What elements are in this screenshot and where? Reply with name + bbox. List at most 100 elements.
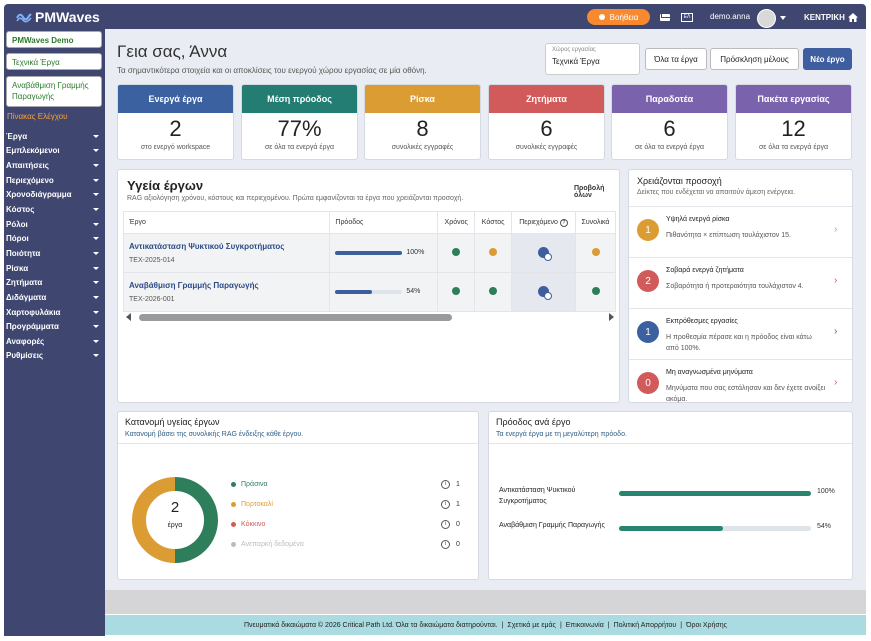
col-progress[interactable]: Πρόοδος <box>329 211 439 234</box>
sidebar-item[interactable]: Απαιτήσεις <box>6 158 102 173</box>
scroll-right-icon[interactable] <box>609 313 614 321</box>
sidebar-item[interactable]: Ποιότητα <box>6 246 102 261</box>
home-icon <box>847 13 858 22</box>
sidebar-item[interactable]: Περιεχόμενο <box>6 173 102 188</box>
kpi-title: Παραδοτέα <box>612 85 727 113</box>
sidebar-item[interactable]: Χρονοδιάγραμμα <box>6 188 102 203</box>
progress-project-name: Αντικατάσταση Ψυκτικού Συγκροτήματος <box>499 487 576 505</box>
attention-item-desc: Μηνύματα που σας εστάλησαν και δεν έχετε… <box>666 385 826 403</box>
kpi-card[interactable]: Ενεργά έργα 2 στο ενεργό workspace <box>117 84 234 160</box>
chevron-down-icon <box>93 149 99 153</box>
scroll-left-icon[interactable] <box>126 313 131 321</box>
sidebar-item[interactable]: Ζητήματα <box>6 275 102 290</box>
sidebar-item[interactable]: Εμπλεκόμενοι <box>6 144 102 159</box>
sidebar-item[interactable]: Πόροι <box>6 231 102 246</box>
kpi-title: Μέση πρόοδος <box>242 85 357 113</box>
attention-item-title: Μη αναγνωσμένα μηνύματα <box>666 369 753 376</box>
col-scope[interactable]: Περιεχόμενο ? <box>511 211 576 234</box>
attention-item-desc: Σοβαρότητα ή προτεραιότητα τουλάχιστον 4… <box>666 283 804 290</box>
table-row[interactable]: Αντικατάσταση Ψυκτικού Συγκροτήματος TEX-… <box>122 233 616 273</box>
kpi-title: Ενεργά έργα <box>118 85 233 113</box>
view-all-link[interactable]: Προβολή όλων <box>574 185 605 199</box>
sidebar-item[interactable]: Διδάγματα <box>6 290 102 305</box>
kpi-subtitle: συνολικές εγγραφές <box>515 144 578 151</box>
chevron-down-icon[interactable] <box>780 16 786 20</box>
col-cost[interactable]: Κόστος <box>474 211 513 234</box>
chevron-right-icon[interactable]: › <box>834 275 838 286</box>
footer-link-privacy[interactable]: Πολιτική Απορρήτου <box>613 621 677 629</box>
new-project-button[interactable]: Νέο έργο <box>803 48 852 70</box>
attention-count: 2 <box>637 270 659 292</box>
sidebar-workspace-button[interactable]: Τεχνικά Έργα <box>6 53 102 70</box>
sidebar-org-button[interactable]: PMWaves Demo <box>6 31 102 48</box>
kpi-card[interactable]: Παραδοτέα 6 σε όλα τα ενεργά έργα <box>611 84 728 160</box>
sidebar-project-button[interactable]: Αναβάθμιση Γραμμής Παραγωγής <box>6 76 102 107</box>
kpi-card[interactable]: Πακέτα εργασίας 12 σε όλα τα ενεργά έργα <box>735 84 852 160</box>
attention-count: 1 <box>637 219 659 241</box>
invite-member-button[interactable]: Πρόσκληση μέλους <box>710 48 799 70</box>
chevron-down-icon <box>93 251 99 255</box>
legend-label: Ανεπαρκή δεδομένα <box>241 541 304 548</box>
workspace-select[interactable]: Χώρος εργασίας Τεχνικά Έργα <box>545 43 640 75</box>
horizontal-scrollbar[interactable] <box>123 312 616 321</box>
attention-item[interactable]: 0 Μη αναγνωσμένα μηνύματα Μηνύματα που σας… <box>629 359 852 408</box>
footer-link-about[interactable]: Σχετικά με εμάς <box>507 621 556 629</box>
attention-item-title: Σοβαρά ενεργά ζητήματα <box>666 267 744 274</box>
sidebar-item-label: Απαιτήσεις <box>6 161 49 171</box>
sidebar-dashboard-link[interactable]: Πίνακας Ελέγχου <box>7 112 68 121</box>
sidebar-item[interactable]: Χαρτοφυλάκια <box>6 305 102 320</box>
info-icon[interactable]: i <box>441 500 450 509</box>
col-overall[interactable]: Συνολικά <box>575 211 616 234</box>
attention-item-title: Υψηλά ενεργά ρίσκα <box>666 216 730 223</box>
col-time[interactable]: Χρόνος <box>437 211 476 234</box>
progress-title: Πρόοδος ανά έργο <box>496 417 571 427</box>
info-icon[interactable]: ? <box>559 218 568 227</box>
user-name[interactable]: demo.anna <box>710 12 751 21</box>
sidebar-item[interactable]: Προγράμματα <box>6 319 102 334</box>
kpi-title: Πακέτα εργασίας <box>736 85 851 113</box>
col-project[interactable]: Έργο <box>122 211 331 234</box>
attention-item[interactable]: 1 Εκπρόθεσμες εργασίες Η προθεσμία πέρασε … <box>629 308 852 357</box>
footer-link-terms[interactable]: Όροι Χρήσης <box>686 621 728 629</box>
project-name-link[interactable]: Αναβάθμιση Γραμμής Παραγωγής <box>129 281 259 290</box>
avatar[interactable] <box>757 9 776 28</box>
scrollbar-thumb[interactable] <box>139 314 452 321</box>
info-icon[interactable]: i <box>441 540 450 549</box>
footer-link-contact[interactable]: Επικοινωνία <box>565 621 604 629</box>
chevron-right-icon[interactable]: › <box>834 224 838 235</box>
overall-status-dot <box>591 287 600 295</box>
home-link[interactable]: ΚΕΝΤΡΙΚΗ <box>804 13 858 22</box>
sidebar-item[interactable]: Αναφορές <box>6 334 102 349</box>
sidebar-item[interactable]: Ρυθμίσεις <box>6 349 102 364</box>
language-icon[interactable]: ΕΛ <box>681 13 693 22</box>
table-row[interactable]: Αναβάθμιση Γραμμής Παραγωγής TEX-2026-001… <box>122 272 616 312</box>
cost-status-dot <box>489 248 498 256</box>
info-icon[interactable]: i <box>441 480 450 489</box>
kpi-card[interactable]: Ρίσκα 8 συνολικές εγγραφές <box>364 84 481 160</box>
help-button[interactable]: Βοήθεια <box>587 9 650 25</box>
sidebar-item-label: Ρίσκα <box>6 263 29 273</box>
project-name-link[interactable]: Αντικατάσταση Ψυκτικού Συγκροτήματος <box>129 242 285 251</box>
sidebar-item[interactable]: Έργα <box>6 129 102 144</box>
kpi-subtitle: σε όλα τα ενεργά έργα <box>758 144 829 151</box>
all-projects-button[interactable]: Όλα τα έργα <box>645 48 707 70</box>
health-subtitle: RAG αξιολόγηση χρόνου, κόστους και περιε… <box>127 195 464 202</box>
logo[interactable]: PMWaves <box>16 8 100 25</box>
info-icon[interactable]: i <box>441 520 450 529</box>
chevron-right-icon[interactable]: › <box>834 326 838 337</box>
attention-item-desc: Πιθανότητα × επίπτωση τουλάχιστον 15. <box>666 232 791 239</box>
chevron-right-icon[interactable]: › <box>834 377 838 388</box>
mail-icon[interactable] <box>660 14 670 21</box>
sidebar-item-label: Χρονοδιάγραμμα <box>6 190 72 200</box>
sidebar-item-label: Διδάγματα <box>6 292 47 302</box>
progress-percent: 54% <box>817 523 832 530</box>
sidebar-item[interactable]: Κόστος <box>6 202 102 217</box>
chevron-down-icon <box>93 134 99 138</box>
sidebar-item[interactable]: Ρόλοι <box>6 217 102 232</box>
kpi-card[interactable]: Μέση πρόοδος 77% σε όλα τα ενεργά έργα <box>241 84 358 160</box>
sidebar-item-label: Έργα <box>6 131 28 141</box>
kpi-card[interactable]: Ζητήματα 6 συνολικές εγγραφές <box>488 84 605 160</box>
attention-item[interactable]: 1 Υψηλά ενεργά ρίσκα Πιθανότητα × επίπτωση… <box>629 206 852 255</box>
sidebar-item[interactable]: Ρίσκα <box>6 261 102 276</box>
attention-item[interactable]: 2 Σοβαρά ενεργά ζητήματα Σοβαρότητα ή προτ… <box>629 257 852 306</box>
